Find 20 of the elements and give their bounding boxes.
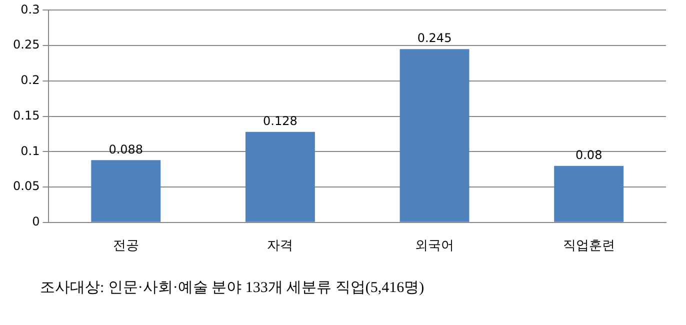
data-label: 0.08 [575,148,602,162]
data-label: 0.128 [263,114,298,128]
x-tick-label: 자격 [267,238,294,254]
bar [400,49,470,222]
x-tick-label: 직업훈련 [562,238,615,254]
bar [245,132,315,222]
y-tick-label: 0.3 [20,2,40,16]
x-tick-label: 외국어 [415,238,454,254]
y-tick-label: 0.15 [13,108,40,122]
y-tick-label: 0.1 [20,144,40,158]
text: 조사대상: 인문·사회·예술 분야 133개 세분류 직업(5,416명) [40,279,424,297]
y-tick-label: 0.05 [13,179,40,194]
y-tick-label: 0.25 [13,38,40,52]
bar [554,166,624,222]
y-tick-label: 0.2 [20,73,40,88]
data-label: 0.245 [417,31,452,46]
bar [91,160,161,222]
y-tick-label: 0 [32,214,40,229]
data-label: 0.088 [108,142,144,156]
x-tick-label: 전공 [112,238,139,254]
